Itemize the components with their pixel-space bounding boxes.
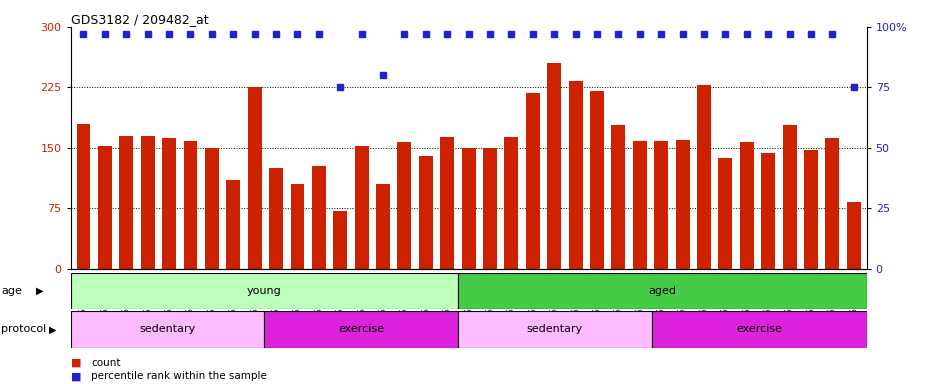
Bar [569,81,582,269]
Text: aged: aged [648,286,676,296]
Bar [458,273,867,309]
Bar [825,138,839,269]
Bar [205,148,219,269]
Bar [719,158,732,269]
Bar [655,141,668,269]
Bar [847,202,861,269]
Bar [333,211,348,269]
Bar [462,148,476,269]
Text: ■: ■ [71,371,81,381]
Bar [804,150,818,269]
Bar [290,184,304,269]
Text: protocol: protocol [1,324,46,334]
Bar [611,125,625,269]
Bar [697,85,711,269]
Bar [376,184,390,269]
Text: percentile rank within the sample: percentile rank within the sample [91,371,268,381]
Bar [783,125,797,269]
Bar [547,63,561,269]
Bar [440,137,454,269]
Text: ▶: ▶ [49,324,57,334]
Bar [269,168,283,269]
Bar [184,141,198,269]
Bar [761,154,775,269]
Text: sedentary: sedentary [527,324,583,334]
Text: young: young [247,286,282,296]
Bar [355,146,368,269]
Bar [71,273,458,309]
Bar [652,311,867,348]
Bar [398,142,412,269]
Bar [739,142,754,269]
Text: exercise: exercise [736,324,782,334]
Bar [590,91,604,269]
Bar [98,146,112,269]
Bar [162,138,176,269]
Bar [633,141,647,269]
Bar [458,311,652,348]
Text: GDS3182 / 209482_at: GDS3182 / 209482_at [71,13,208,26]
Text: ■: ■ [71,358,81,368]
Text: sedentary: sedentary [139,324,196,334]
Bar [312,166,326,269]
Bar [140,136,154,269]
Text: ▶: ▶ [36,286,43,296]
Text: count: count [91,358,121,368]
Bar [120,136,133,269]
Bar [71,311,265,348]
Bar [265,311,458,348]
Text: exercise: exercise [338,324,384,334]
Bar [483,148,497,269]
Text: age: age [1,286,22,296]
Bar [505,137,518,269]
Bar [419,156,432,269]
Bar [675,140,690,269]
Bar [76,124,90,269]
Bar [248,88,262,269]
Bar [226,180,240,269]
Bar [526,93,540,269]
